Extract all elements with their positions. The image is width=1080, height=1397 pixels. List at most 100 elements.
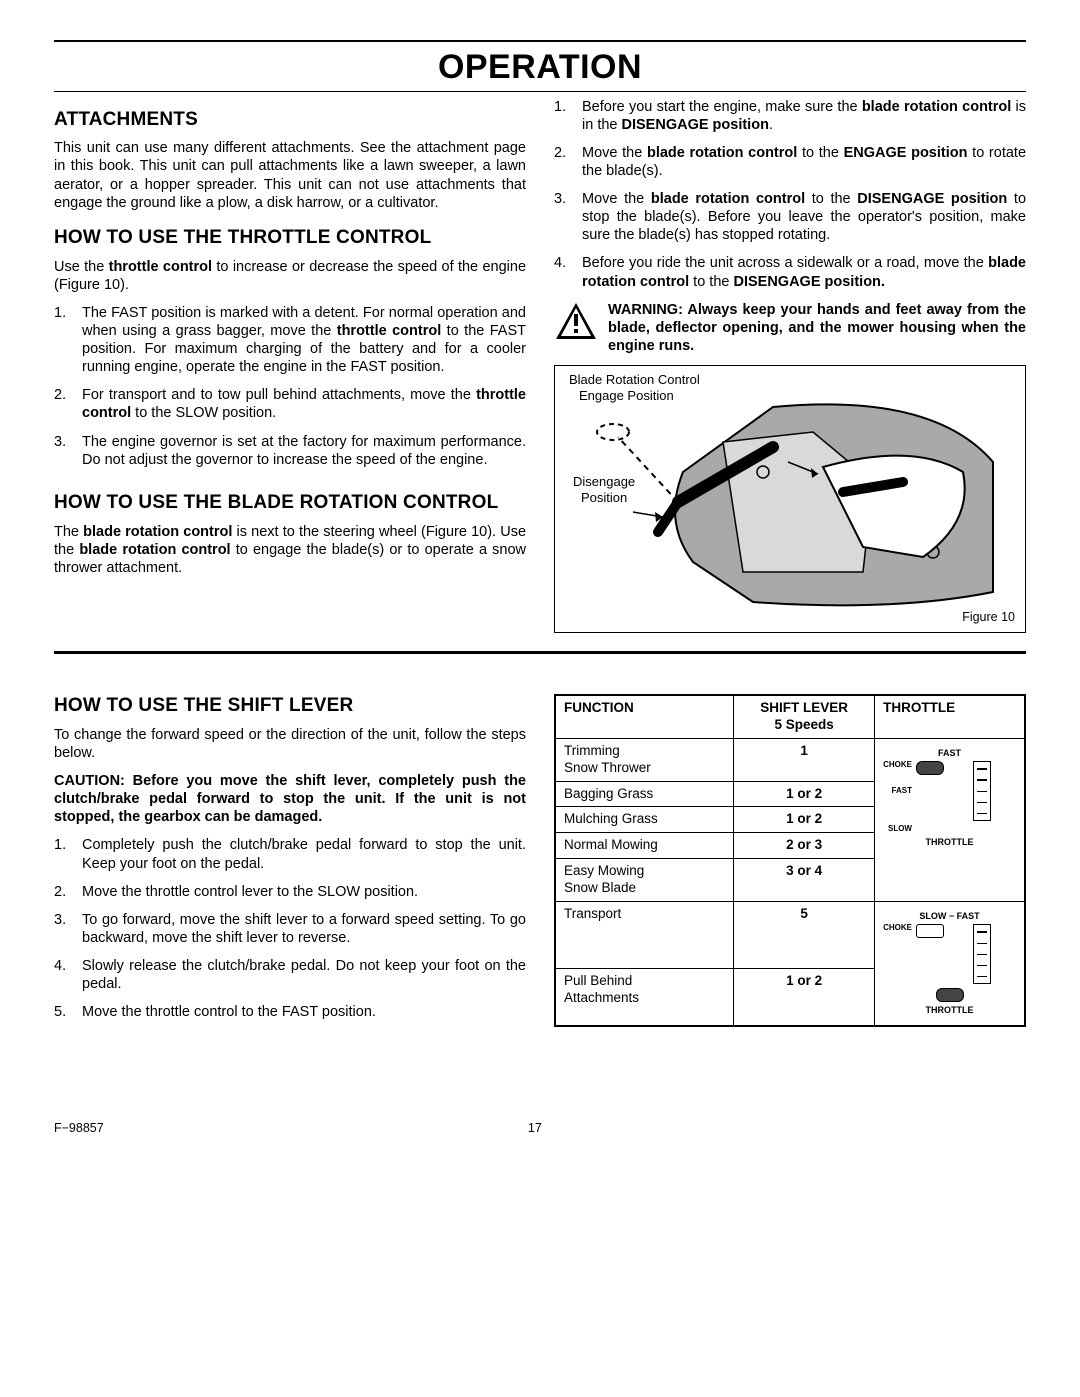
label-throttle: THROTTLE — [883, 1004, 1016, 1017]
label-throttle: THROTTLE — [883, 836, 1016, 849]
table-cell: Bagging Grass — [555, 781, 734, 807]
right-column: Before you start the engine, make sure t… — [554, 98, 1026, 634]
bold-text: blade rotation control — [83, 524, 232, 540]
bold-text: CAUTION: Before you move the shift lever… — [54, 773, 526, 825]
table-header: FUNCTION — [555, 695, 734, 738]
bold-text: blade rotation control — [647, 145, 797, 161]
shift-heading: HOW TO USE THE SHIFT LEVER — [54, 694, 526, 718]
label-slowfast: SLOW − FAST — [883, 910, 1016, 923]
attachments-body: This unit can use many different attachm… — [54, 139, 526, 212]
list-item: The FAST position is marked with a deten… — [54, 304, 526, 377]
label-fast: FAST — [892, 786, 912, 795]
table-cell: Mulching Grass — [555, 807, 734, 833]
doc-id: F−98857 — [54, 1121, 104, 1137]
table-header-row: FUNCTION SHIFT LEVER 5 Speeds THROTTLE — [555, 695, 1025, 738]
table-cell: 1 or 2 — [734, 781, 875, 807]
text: Before you ride the unit across a sidewa… — [582, 255, 988, 271]
throttle-diagram-cell: SLOW − FAST CHOKE THROTTLE — [875, 901, 1025, 1026]
label-choke: CHOKE — [883, 760, 912, 769]
throttle-heading: HOW TO USE THE THROTTLE CONTROL — [54, 226, 526, 250]
list-item: Slowly release the clutch/brake pedal. D… — [54, 957, 526, 993]
top-rule — [54, 40, 1026, 42]
warning-text: WARNING: Always keep your hands and feet… — [608, 301, 1026, 355]
list-item: Move the throttle control to the FAST po… — [54, 1003, 526, 1021]
throttle-diagram-icon: SLOW − FAST CHOKE THROTTLE — [883, 906, 1016, 1021]
footer-spacer — [966, 1121, 1026, 1137]
bold-text: blade rotation control — [651, 191, 805, 207]
table-cell: 1 or 2 — [734, 807, 875, 833]
page-title: OPERATION — [54, 46, 1026, 92]
left-column: ATTACHMENTS This unit can use many diffe… — [54, 98, 526, 634]
table-cell: Normal Mowing — [555, 833, 734, 859]
table-cell: 5 — [734, 901, 875, 968]
table-row: Transport 5 SLOW − FAST CHOKE THR — [555, 901, 1025, 968]
table-cell: Pull BehindAttachments — [555, 968, 734, 1026]
text: For transport and to tow pull behind att… — [82, 387, 476, 403]
text: to the — [805, 191, 857, 207]
list-item: To go forward, move the shift lever to a… — [54, 911, 526, 947]
text: Move the — [582, 145, 647, 161]
bold-text: throttle control — [109, 259, 212, 275]
figure-caption: Figure 10 — [962, 610, 1015, 626]
list-item: Move the blade rotation control to the E… — [554, 144, 1026, 180]
table-cell: 3 or 4 — [734, 859, 875, 902]
table-cell: 2 or 3 — [734, 833, 875, 859]
text: Move the — [582, 191, 651, 207]
list-item: Before you start the engine, make sure t… — [554, 98, 1026, 134]
shift-caution: CAUTION: Before you move the shift lever… — [54, 772, 526, 826]
blade-intro: The blade rotation control is next to th… — [54, 523, 526, 577]
bold-text: DISENGAGE position — [622, 117, 769, 133]
warning-block: WARNING: Always keep your hands and feet… — [554, 301, 1026, 355]
list-item: Completely push the clutch/brake pedal f… — [54, 836, 526, 872]
text: The engine governor is set at the factor… — [82, 434, 526, 468]
figure-label: Blade Rotation Control — [569, 372, 700, 388]
bold-text: DISENGAGE position. — [733, 274, 884, 290]
table-row: TrimmingSnow Thrower 1 FAST CHOKE FAST S… — [555, 738, 1025, 781]
table-cell: TrimmingSnow Thrower — [555, 738, 734, 781]
shift-list: Completely push the clutch/brake pedal f… — [54, 836, 526, 1021]
bold-text: blade rotation control — [79, 542, 230, 558]
page-footer: F−98857 17 — [54, 1121, 1026, 1137]
throttle-diagram-cell: FAST CHOKE FAST SLOW THROTTLE — [875, 738, 1025, 901]
table-cell: Easy MowingSnow Blade — [555, 859, 734, 902]
throttle-diagram-icon: FAST CHOKE FAST SLOW THROTTLE — [883, 743, 1016, 853]
speed-table: FUNCTION SHIFT LEVER 5 Speeds THROTTLE T… — [554, 694, 1026, 1027]
throttle-intro: Use the throttle control to increase or … — [54, 258, 526, 294]
page-number: 17 — [528, 1121, 542, 1137]
throttle-list: The FAST position is marked with a deten… — [54, 304, 526, 469]
label-choke: CHOKE — [883, 923, 912, 932]
table-header: SHIFT LEVER 5 Speeds — [734, 695, 875, 738]
label-fast: FAST — [883, 747, 1016, 760]
table-cell: Transport — [555, 901, 734, 968]
text: to the — [797, 145, 843, 161]
right-column-lower: FUNCTION SHIFT LEVER 5 Speeds THROTTLE T… — [554, 694, 1026, 1031]
text: SHIFT LEVER — [760, 700, 848, 715]
text: . — [769, 117, 773, 133]
list-item: Move the throttle control lever to the S… — [54, 883, 526, 901]
list-item: Before you ride the unit across a sidewa… — [554, 254, 1026, 290]
bold-text: DISENGAGE position — [857, 191, 1007, 207]
lower-columns: HOW TO USE THE SHIFT LEVER To change the… — [54, 694, 1026, 1031]
mower-diagram-icon — [563, 402, 1003, 612]
list-item: Move the blade rotation control to the D… — [554, 190, 1026, 244]
list-item: For transport and to tow pull behind att… — [54, 386, 526, 422]
left-column-lower: HOW TO USE THE SHIFT LEVER To change the… — [54, 694, 526, 1031]
attachments-heading: ATTACHMENTS — [54, 108, 526, 132]
shift-intro: To change the forward speed or the direc… — [54, 726, 526, 762]
table-cell: 1 — [734, 738, 875, 781]
label-slow: SLOW — [888, 824, 912, 833]
text: to the — [689, 274, 733, 290]
bold-text: ENGAGE position — [844, 145, 968, 161]
blade-list: Before you start the engine, make sure t… — [554, 98, 1026, 291]
text: Before you start the engine, make sure t… — [582, 99, 862, 115]
text: to the SLOW position. — [131, 405, 276, 421]
bold-text: blade rotation control — [862, 99, 1011, 115]
text: The — [54, 524, 83, 540]
blade-heading: HOW TO USE THE BLADE ROTATION CONTROL — [54, 491, 526, 515]
list-item: The engine governor is set at the factor… — [54, 433, 526, 469]
warning-icon — [554, 301, 598, 346]
text: Use the — [54, 259, 109, 275]
section-divider — [54, 651, 1026, 654]
table-header: THROTTLE — [875, 695, 1025, 738]
text: 5 Speeds — [774, 717, 833, 732]
